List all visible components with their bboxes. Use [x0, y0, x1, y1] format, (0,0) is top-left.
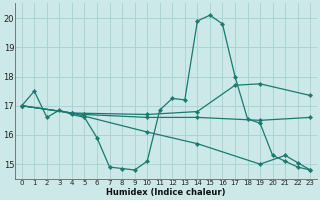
X-axis label: Humidex (Indice chaleur): Humidex (Indice chaleur): [106, 188, 226, 197]
